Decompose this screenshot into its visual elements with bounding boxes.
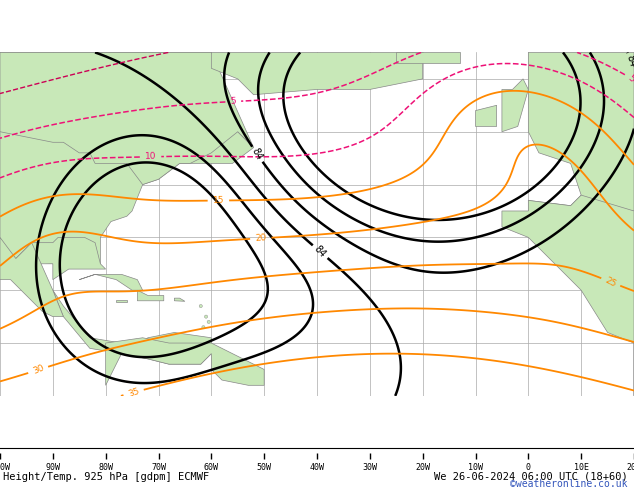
Polygon shape	[138, 290, 164, 301]
Text: 80W: 80W	[98, 463, 113, 472]
Text: 20W: 20W	[415, 463, 430, 472]
Polygon shape	[53, 290, 122, 354]
Text: 70W: 70W	[151, 463, 166, 472]
Circle shape	[207, 320, 210, 323]
Polygon shape	[211, 52, 423, 95]
Text: 40W: 40W	[309, 463, 325, 472]
Polygon shape	[174, 298, 185, 301]
Polygon shape	[528, 52, 634, 211]
Polygon shape	[122, 333, 211, 364]
Text: 15: 15	[212, 196, 224, 205]
Polygon shape	[0, 52, 254, 264]
Text: 5: 5	[230, 97, 236, 106]
Text: We 26-06-2024 06:00 UTC (18+60): We 26-06-2024 06:00 UTC (18+60)	[434, 472, 628, 482]
Text: Height/Temp. 925 hPa [gdpm] ECMWF: Height/Temp. 925 hPa [gdpm] ECMWF	[3, 472, 209, 482]
Text: 20E: 20E	[626, 463, 634, 472]
Polygon shape	[502, 79, 528, 132]
Text: 60W: 60W	[204, 463, 219, 472]
Circle shape	[202, 326, 205, 329]
Text: 20: 20	[255, 233, 267, 243]
Text: 0: 0	[526, 463, 531, 472]
Polygon shape	[0, 237, 106, 280]
Polygon shape	[106, 338, 264, 385]
Text: 100W: 100W	[0, 463, 10, 472]
Text: 10W: 10W	[468, 463, 483, 472]
Text: 10: 10	[145, 152, 157, 161]
Text: 30: 30	[31, 364, 45, 376]
Text: 35: 35	[127, 386, 141, 398]
Polygon shape	[79, 274, 143, 290]
Circle shape	[199, 304, 202, 308]
Text: ©weatheronline.co.uk: ©weatheronline.co.uk	[510, 479, 628, 489]
Text: 10E: 10E	[574, 463, 588, 472]
Text: 50W: 50W	[257, 463, 271, 472]
Text: 84: 84	[250, 147, 264, 162]
Text: 30W: 30W	[363, 463, 377, 472]
Polygon shape	[396, 52, 460, 63]
Polygon shape	[116, 300, 127, 302]
Circle shape	[205, 315, 208, 318]
Text: 25: 25	[604, 275, 618, 289]
Text: 84: 84	[624, 54, 634, 69]
Text: 5: 5	[626, 73, 634, 84]
Polygon shape	[502, 195, 634, 396]
Polygon shape	[0, 237, 63, 317]
Text: 90W: 90W	[46, 463, 60, 472]
Text: 84: 84	[313, 244, 328, 260]
Polygon shape	[476, 105, 496, 126]
Polygon shape	[0, 52, 254, 185]
